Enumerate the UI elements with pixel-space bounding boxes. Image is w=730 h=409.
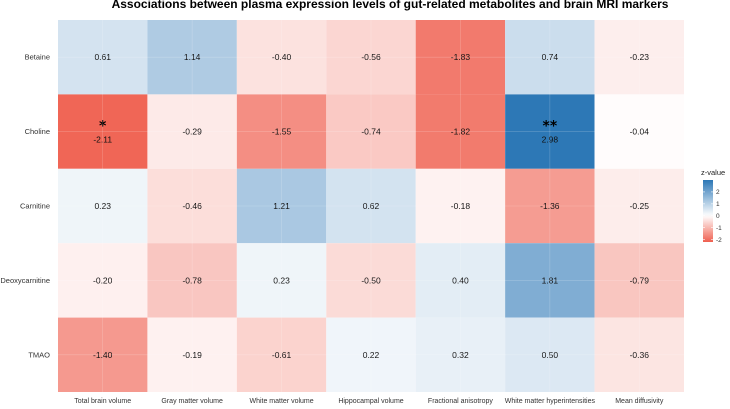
x-tick-label: White matter hyperintensities: [505, 398, 596, 405]
heatmap-cell: [594, 243, 684, 318]
cell-value-label: 0.62: [363, 201, 380, 211]
heatmap-cell: [236, 94, 327, 169]
cell-value-label: -0.56: [361, 52, 381, 62]
cell-value-label: -0.19: [182, 350, 202, 360]
cell-value-label: 0.40: [452, 275, 469, 285]
cell-value-label: -0.23: [630, 52, 650, 62]
cell-value-label: -0.46: [182, 201, 202, 211]
cell-value-label: 1.81: [542, 275, 559, 285]
heatmap-cell: [58, 94, 148, 169]
significance-marker: *: [99, 119, 107, 135]
heatmap-cell: [147, 20, 237, 95]
heatmap-cell: [236, 20, 327, 95]
y-tick-label: TMAO: [28, 350, 50, 359]
heatmap-cell: [326, 94, 416, 169]
x-tick-label: Hippocampal volume: [338, 398, 403, 405]
x-tick-label: Gray matter volume: [161, 398, 223, 405]
heatmap-cell: [594, 20, 684, 95]
cell-value-label: -0.40: [272, 52, 292, 62]
heatmap-cell: [236, 243, 327, 318]
legend-colorbar: [703, 180, 713, 242]
y-tick-label: Betaine: [25, 53, 50, 62]
heatmap-cell: [594, 317, 684, 392]
y-tick-label: Carnitine: [20, 202, 50, 211]
heatmap-cell: [415, 94, 506, 169]
cell-value-label: 0.61: [94, 52, 111, 62]
cell-value-label: -0.50: [361, 275, 381, 285]
heatmap-cell: [505, 20, 595, 95]
heatmap-cell: [147, 243, 237, 318]
heatmap-cell: [505, 317, 595, 392]
cell-value-label: 0.23: [273, 275, 290, 285]
legend-tick-label: 0: [716, 213, 720, 220]
heatmap-cell: [594, 168, 684, 244]
cell-value-label: -0.29: [182, 127, 202, 137]
cell-value-label: -0.61: [272, 350, 292, 360]
legend-tick-label: -1: [716, 225, 722, 232]
heatmap-cell: [415, 168, 506, 244]
cell-value-label: -0.36: [630, 350, 650, 360]
heatmap-cell: [326, 20, 416, 95]
heatmap-cell: [236, 168, 327, 244]
cell-value-label: 0.50: [542, 350, 559, 360]
heatmap-cell: [415, 317, 506, 392]
heatmap-cell: [147, 168, 237, 244]
cell-value-label: -0.79: [630, 275, 650, 285]
heatmap-cell: [58, 20, 148, 95]
heatmap-cell: [58, 168, 148, 244]
cell-value-label: -0.04: [630, 127, 650, 137]
heatmap-cell: [58, 243, 148, 318]
cell-value-label: 1.21: [273, 201, 290, 211]
y-tick-label: Choline: [25, 127, 50, 136]
cell-value-label: -1.40: [93, 350, 113, 360]
x-tick-label: Mean diffusivity: [615, 398, 664, 405]
heatmap-cell: [594, 94, 684, 169]
cell-value-label: -1.36: [540, 201, 560, 211]
heatmap-cell: [326, 317, 416, 392]
legend-title: z-value: [701, 168, 725, 177]
heatmap-cell: [415, 20, 506, 95]
heatmap-cell: [326, 243, 416, 318]
chart-title: Associations between plasma expression l…: [112, 0, 669, 11]
cell-value-label: -0.20: [93, 275, 113, 285]
heatmap-cell: [236, 317, 327, 392]
heatmap-cell: [505, 168, 595, 244]
cell-value-label: 1.14: [184, 52, 201, 62]
cell-value-label: -1.83: [451, 52, 471, 62]
cell-value-label: 2.98: [542, 135, 559, 145]
significance-marker: **: [543, 119, 558, 135]
cell-value-label: 0.32: [452, 350, 469, 360]
cell-value-label: -0.25: [630, 201, 650, 211]
heatmap-cell: [505, 243, 595, 318]
heatmap-cell: [415, 243, 506, 318]
heatmap-cell: [58, 317, 148, 392]
cell-value-label: -0.78: [182, 275, 202, 285]
cell-value-label: 0.23: [94, 201, 111, 211]
cell-value-label: -1.82: [451, 127, 471, 137]
cell-value-label: -1.55: [272, 127, 292, 137]
x-tick-label: Fractional anisotropy: [428, 398, 493, 405]
cell-value-label: -0.74: [361, 127, 381, 137]
legend-tick-label: 2: [716, 189, 720, 196]
cell-value-label: -0.18: [451, 201, 471, 211]
cell-value-label: 0.74: [542, 52, 559, 62]
x-tick-label: Total brain volume: [74, 398, 131, 405]
cell-value-label: -2.11: [93, 135, 112, 145]
heatmap-cell: [147, 317, 237, 392]
legend-tick-label: -2: [716, 237, 722, 244]
cell-value-label: 0.22: [363, 350, 380, 360]
heatmap-cell: [147, 94, 237, 169]
y-tick-label: Deoxycarnitine: [0, 276, 50, 285]
x-tick-label: White matter volume: [249, 398, 313, 405]
heatmap-cell: [326, 168, 416, 244]
heatmap-cell: [505, 94, 595, 169]
legend-tick-label: 1: [716, 201, 720, 208]
